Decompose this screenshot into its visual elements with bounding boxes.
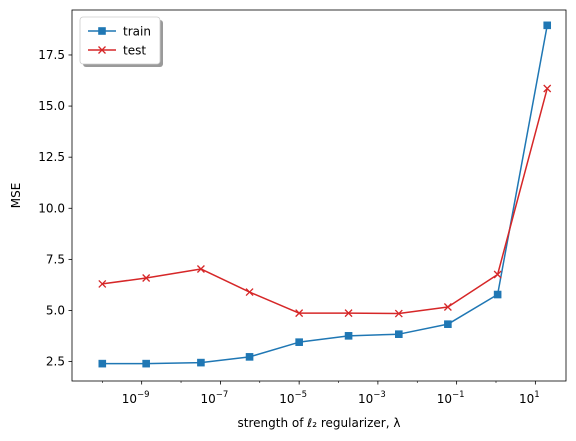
y-tick-label: 15.0 [38, 99, 65, 113]
data-point-test [98, 279, 107, 288]
x-tick-label: 10−1 [437, 390, 465, 406]
data-point-test [443, 303, 452, 311]
data-point-train [245, 353, 254, 361]
y-axis-label: MSE [9, 183, 23, 209]
data-point-train [295, 338, 303, 346]
data-point-train [197, 358, 205, 367]
data-point-test [493, 270, 502, 279]
data-point-train [142, 359, 150, 368]
x-tick-label: 10−5 [279, 390, 307, 406]
legend-entry-test: test [88, 44, 146, 58]
x-axis-label: strength of ℓ₂ regularizer, λ [238, 416, 401, 430]
series-line-test [102, 88, 548, 315]
axis-ticks: 10−9 10−7 10−5 10−3 10−1 101 2.5 5.0 7.5 10.0 12.5… [38, 48, 539, 406]
data-point-train [98, 359, 107, 368]
legend-marker [98, 27, 106, 35]
y-tick-label: 5.0 [46, 303, 65, 317]
data-point-test [295, 309, 304, 318]
data-point-train [395, 330, 403, 338]
legend-entry-train: train [88, 25, 151, 39]
data-point-test [394, 309, 403, 318]
legend: train test [79, 16, 163, 67]
axes-frame [71, 9, 567, 382]
y-tick-label: 17.5 [38, 48, 65, 62]
y-tick-label: 10.0 [38, 201, 65, 215]
data-point-train [493, 290, 502, 299]
data-point-train [344, 332, 353, 340]
legend-label: train [123, 25, 151, 39]
legend-label: test [123, 44, 146, 58]
y-tick-label: 12.5 [38, 150, 65, 164]
data-point-test [344, 309, 353, 318]
data-point-train [543, 21, 552, 30]
x-tick-label: 10−9 [122, 390, 150, 406]
x-tick-label: 10−3 [358, 390, 386, 406]
data-point-test [543, 84, 552, 93]
legend-marker [98, 46, 106, 54]
data-point-train [444, 320, 452, 328]
y-tick-label: 2.5 [46, 355, 65, 369]
y-tick-label: 7.5 [46, 252, 65, 266]
data-point-test [245, 288, 254, 297]
plot-area [98, 21, 552, 368]
series-line-train [102, 25, 548, 365]
x-tick-label: 101 [519, 390, 540, 406]
series-train [98, 21, 552, 368]
x-tick-label: 10−7 [201, 390, 229, 406]
data-point-test [196, 265, 205, 273]
data-point-test [142, 274, 151, 282]
series-test [98, 84, 552, 318]
